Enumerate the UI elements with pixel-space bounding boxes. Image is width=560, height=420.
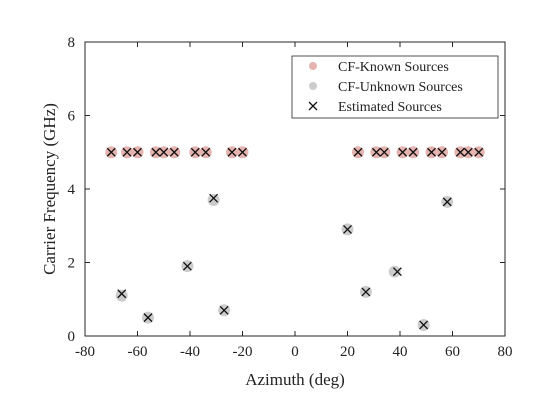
x-tick-label: -40 <box>180 344 200 360</box>
estimated-source-marker <box>398 147 408 157</box>
unknown-source-point <box>388 265 401 278</box>
estimated-source-marker <box>474 147 484 157</box>
unknown-source-point <box>207 194 220 207</box>
estimated-source-marker <box>143 313 153 323</box>
estimated-source-marker <box>442 197 452 207</box>
y-tick-label: 4 <box>68 182 76 198</box>
y-tick-label: 0 <box>68 329 76 345</box>
estimated-source-marker <box>201 147 211 157</box>
estimated-source-marker <box>353 147 363 157</box>
estimated-source-marker <box>419 320 429 330</box>
estimated-source-marker <box>427 147 436 157</box>
legend-marker-estimated <box>308 101 318 111</box>
estimated-source-marker <box>463 147 473 157</box>
estimated-source-marker <box>169 147 179 157</box>
estimated-source-marker <box>182 261 192 271</box>
y-axis-ticks: 0 2 4 6 8 <box>68 35 505 345</box>
legend-marker-unknown <box>309 82 317 90</box>
x-axis-label: Azimuth (deg) <box>245 370 345 389</box>
legend-box <box>291 55 499 119</box>
estimated-source-marker <box>219 305 229 315</box>
legend: CF-Known Sources CF-Unknown Sources Esti… <box>291 55 499 119</box>
y-tick-label: 6 <box>68 109 76 125</box>
estimated-source-marker <box>151 147 161 157</box>
estimated-source-marker <box>117 289 127 299</box>
legend-label-known: CF-Known Sources <box>338 60 449 75</box>
x-tick-label: 80 <box>498 344 513 360</box>
estimated-source-marker <box>408 147 418 157</box>
estimated-source-marker <box>371 147 381 157</box>
estimated-source-marker <box>106 147 116 157</box>
x-tick-label: 20 <box>340 344 355 360</box>
legend-label-estimated: Estimated Sources <box>338 100 442 115</box>
legend-marker-known <box>309 62 317 70</box>
estimated-source-marker <box>209 193 219 203</box>
estimated-source-marker <box>133 147 142 157</box>
y-axis-label: Carrier Frequency (GHz) <box>40 103 59 275</box>
estimated-source-marker <box>455 147 465 157</box>
estimated-source-marker <box>392 267 402 277</box>
x-tick-label: 0 <box>291 344 299 360</box>
estimated-source-marker <box>190 147 200 157</box>
estimated-source-marker <box>343 224 352 234</box>
estimated-source-marker <box>379 147 389 157</box>
estimated-source-marker <box>361 287 371 297</box>
x-tick-label: -20 <box>233 344 253 360</box>
estimated-source-marker <box>238 147 247 157</box>
x-tick-label: -60 <box>128 344 148 360</box>
estimated-source-marker <box>437 147 447 157</box>
estimated-source-marker <box>122 147 132 157</box>
legend-label-unknown: CF-Unknown Sources <box>338 80 463 95</box>
y-tick-label: 8 <box>68 35 76 51</box>
x-tick-label: 60 <box>445 344 460 360</box>
estimated-source-marker <box>227 147 237 157</box>
y-tick-label: 2 <box>68 256 76 272</box>
x-tick-label: -80 <box>75 344 95 360</box>
series-estimated-sources <box>106 147 484 330</box>
unknown-source-point <box>115 289 128 302</box>
estimated-source-marker <box>159 147 169 157</box>
x-tick-label: 40 <box>393 344 408 360</box>
x-axis-ticks: -80 -60 -40 -20 0 20 40 60 80 <box>75 42 513 360</box>
